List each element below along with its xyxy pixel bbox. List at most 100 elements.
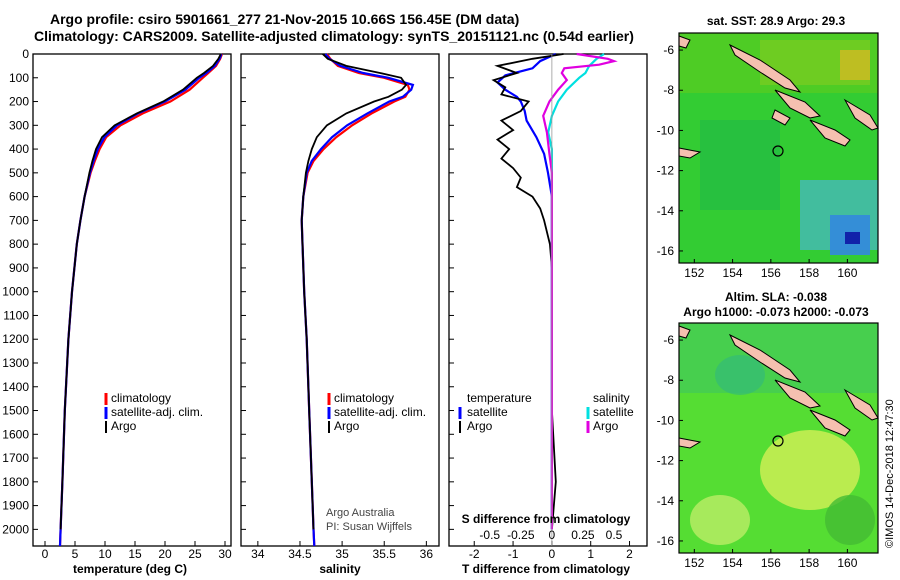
salinity-axis-label: salinity [319,562,361,576]
island-malaita [843,98,879,131]
x-tick-label: 0 [549,547,556,561]
lon-tick-label: 160 [837,266,857,280]
argo-location-marker [772,435,784,447]
depth-tick-label: 1200 [2,332,29,346]
x-tick-label: 35 [335,547,349,561]
x-tick-label: 25 [188,547,202,561]
s-difference-ticks: -0.5 -0.25 0 0.25 0.5 [479,528,622,542]
sla-map [678,322,879,554]
difference-panel-frame [448,53,648,547]
title-line-1: Argo profile: csiro 5901661_277 21-Nov-2… [50,11,519,27]
depth-tick-label: 1100 [3,308,29,322]
depth-tick-label: 300 [9,118,29,132]
lon-tick-label: 154 [723,556,743,570]
sla-patch-high [760,430,860,510]
lon-tick-label: 160 [837,556,857,570]
depth-tick-label: 400 [9,142,29,156]
sla-map-title-2: Argo h1000: -0.073 h2000: -0.073 [683,305,869,319]
island-santa-isabel [774,89,822,119]
lat-tick-label: -14 [657,494,675,508]
legend-label-s-argo: Argo [593,419,619,433]
temperature-plot: 0 5 10 15 20 25 30 [42,53,232,561]
depth-tick-label: 0 [22,47,29,61]
lat-tick-label: -6 [663,43,674,57]
sla-map-axes: 152 154 156 158 160 -6 -8 -10 -12 -14 -16 [657,333,858,570]
s-difference-axis-label: S difference from climatology [462,512,631,526]
x-tick-label: 30 [218,547,232,561]
x-tick-label: 2 [626,547,633,561]
lat-tick-label: -12 [657,454,675,468]
x-tick-label: 15 [128,547,142,561]
lat-tick-label: -8 [663,373,674,387]
title-line-2: Climatology: CARS2009. Satellite-adjuste… [34,28,634,44]
sst-map-title: sat. SST: 28.9 Argo: 29.3 [707,14,846,28]
x-tick-label: 34 [251,547,265,561]
island-choiseul [728,333,802,383]
depth-axis: 0 100 200 300 400 500 600 700 800 900 1000 1100 1200… [2,47,454,536]
depth-tick-label: 900 [9,261,29,275]
temperature-panel-frame [32,53,232,547]
depth-tick-label: 1700 [2,451,29,465]
s-tick-label: 0.5 [606,528,623,542]
s-tick-label: -0.25 [507,528,535,542]
s-tick-label: 0.25 [571,528,595,542]
island-guadalcanal [809,409,851,437]
legend-label-argo: Argo [111,419,137,433]
island-choiseul [728,43,802,93]
temperature-legend: climatology satellite-adj. clim. Argo [104,391,203,433]
sst-patch-central [700,120,780,210]
s-tick-label: 0 [549,528,556,542]
lon-tick-label: 156 [761,556,781,570]
legend-label-climatology: climatology [334,391,394,405]
sla-map-title-1: Altim. SLA: -0.038 [725,290,827,304]
legend-label-satellite: satellite-adj. clim. [111,405,203,419]
credit-line-1: Argo Australia [326,507,395,519]
legend-temperature-heading: temperature [467,391,532,405]
difference-legend: temperature satellite Argo salinity sate… [458,391,634,433]
credit-line-2: PI: Susan Wijffels [326,521,412,533]
sla-patch-low-se [825,495,875,545]
salinity-plot: 34 34.5 35 35.5 36 [251,53,433,561]
series-line-climatology [300,53,411,547]
depth-tick-label: 500 [9,166,29,180]
depth-tick-label: 1600 [2,427,29,441]
lon-tick-label: 158 [799,556,819,570]
island-santa-isabel [774,379,822,409]
legend-label-climatology: climatology [111,391,171,405]
imos-stamp: ©IMOS 14-Dec-2018 12:47:30 [884,399,896,548]
depth-tick-label: 1800 [2,475,29,489]
lat-tick-label: -12 [657,164,675,178]
x-tick-label: 0 [42,547,49,561]
series-line-satellite-adj-clim- [300,53,415,547]
series-line-argo [59,53,222,530]
difference-plot: -2 -1 0 1 2 [469,52,633,561]
sst-map-axes: 152 154 156 158 160 -6 -8 -10 -12 -14 -16 [657,43,858,280]
sst-patch-warm [840,50,870,80]
island-small [771,109,791,126]
lat-tick-label: -10 [657,413,675,427]
lon-tick-label: 152 [684,266,704,280]
lon-tick-label: 156 [761,266,781,280]
legend-label-argo: Argo [334,419,360,433]
sla-patch-low [715,355,765,395]
series-line-argo [300,53,408,530]
lat-tick-label: -10 [657,123,675,137]
island-malaita [843,388,879,421]
depth-tick-label: 1400 [2,380,29,394]
depth-tick-label: 800 [9,237,29,251]
depth-tick-label: 1300 [2,356,29,370]
sla-patch-high-sw [690,495,750,545]
depth-tick-label: 1500 [2,404,29,418]
legend-salinity-heading: salinity [593,391,630,405]
x-tick-label: 10 [98,547,112,561]
legend-label-satellite: satellite-adj. clim. [334,405,426,419]
series-line-salinity-satellite [547,53,605,530]
salinity-legend: climatology satellite-adj. clim. Argo [327,391,426,433]
legend-label-s-satellite: satellite [593,405,634,419]
x-tick-label: -1 [508,547,519,561]
lon-tick-label: 154 [723,266,743,280]
sst-map-frame [678,32,879,264]
lat-tick-label: -14 [657,204,675,218]
depth-tick-label: 700 [9,213,29,227]
depth-tick-label: 1000 [2,285,29,299]
